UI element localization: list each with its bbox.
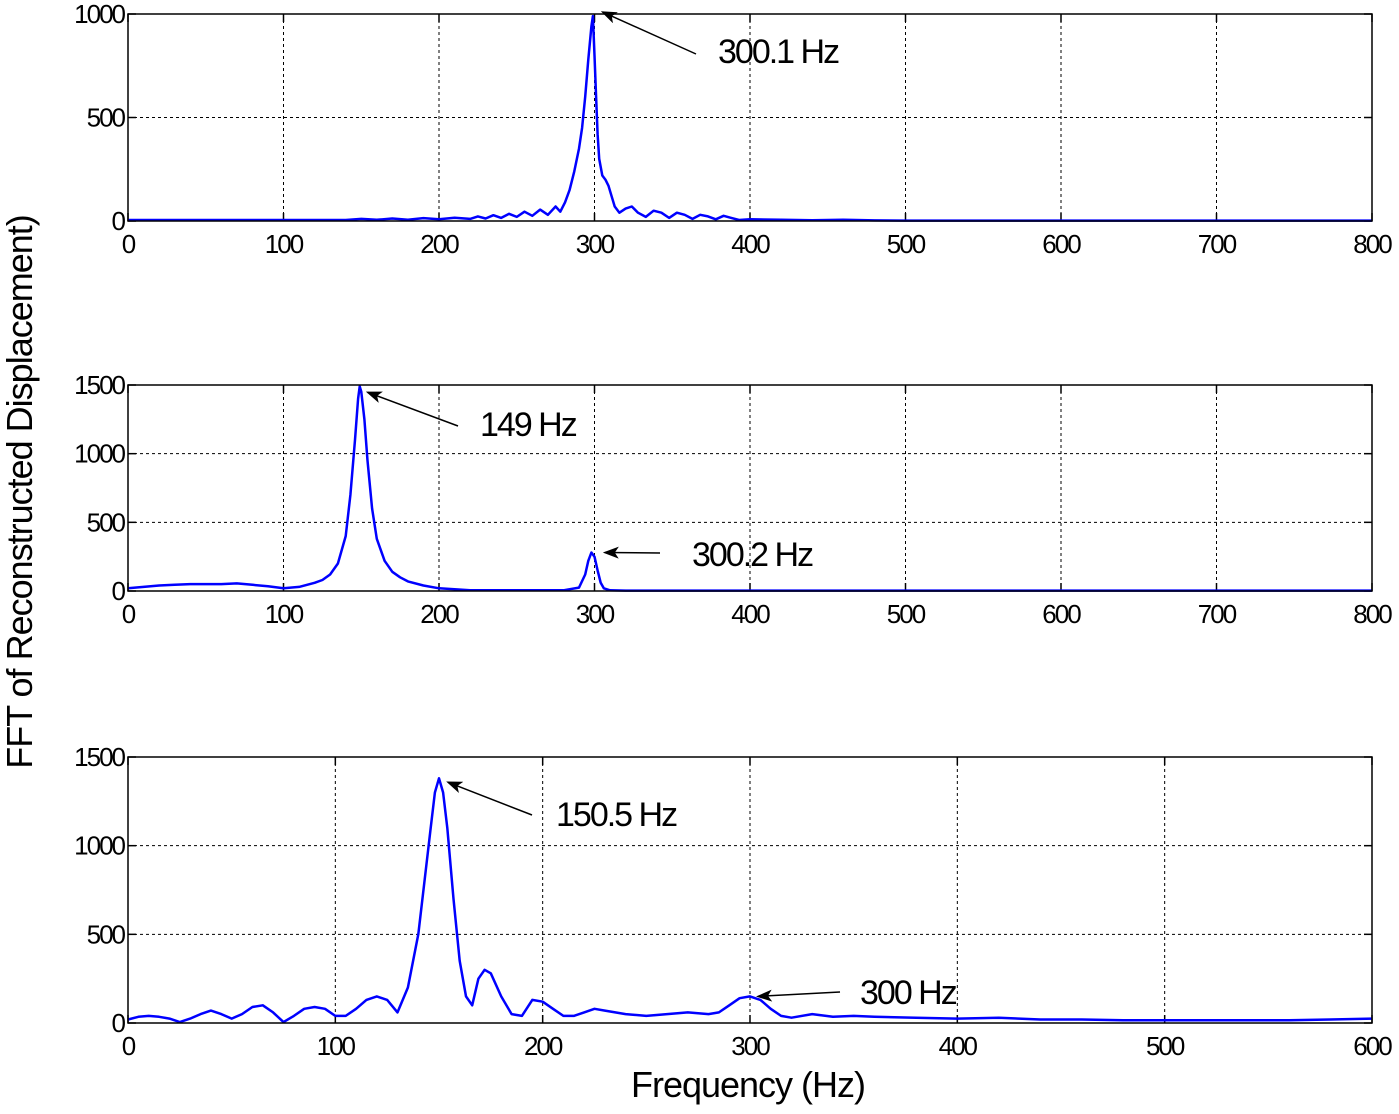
subplot-1-xtick-label-300: 300 xyxy=(576,229,615,259)
subplot-1-xtick-label-400: 400 xyxy=(731,229,770,259)
subplot-1-ytick-label-1000: 1000 xyxy=(74,0,125,29)
subplot-3-xtick-label-200: 200 xyxy=(524,1031,563,1061)
subplot-2-xtick-label-200: 200 xyxy=(420,599,459,629)
subplot-2-xtick-label-400: 400 xyxy=(731,599,770,629)
subplot-1-xtick-label-800: 800 xyxy=(1353,229,1392,259)
subplot-2-xtick-label-100: 100 xyxy=(265,599,304,629)
subplot-2-ytick-label-1000: 1000 xyxy=(74,439,125,469)
subplot-2-xtick-label-300: 300 xyxy=(576,599,615,629)
subplot-2-xtick-label-800: 800 xyxy=(1353,599,1392,629)
subplot-3-xtick-label-500: 500 xyxy=(1146,1031,1185,1061)
subplot-1-xtick-label-200: 200 xyxy=(420,229,459,259)
figure-xlabel: Frequency (Hz) xyxy=(631,1064,865,1105)
subplot-2-ytick-label-500: 500 xyxy=(87,507,126,537)
subplot-3-annotation-label-1: 150.5 Hz xyxy=(556,796,677,834)
subplot-3-ytick-label-0: 0 xyxy=(112,1008,126,1038)
subplot-3-ytick-label-1000: 1000 xyxy=(74,831,125,861)
subplot-2-xtick-label-600: 600 xyxy=(1042,599,1081,629)
subplot-1-xtick-label-500: 500 xyxy=(887,229,926,259)
subplot-2-ytick-label-0: 0 xyxy=(112,576,126,606)
subplot-3-xtick-label-600: 600 xyxy=(1353,1031,1392,1061)
subplot-3-ytick-label-500: 500 xyxy=(87,919,126,949)
subplot-1-ytick-label-0: 0 xyxy=(112,206,126,236)
subplot-2-xtick-label-700: 700 xyxy=(1198,599,1237,629)
subplot-3-xtick-label-300: 300 xyxy=(731,1031,770,1061)
subplot-3-xtick-label-100: 100 xyxy=(317,1031,356,1061)
subplot-1-xtick-label-700: 700 xyxy=(1198,229,1237,259)
subplot-1-xtick-label-600: 600 xyxy=(1042,229,1081,259)
figure-ylabel: FFT of Reconstructed Displacement) xyxy=(0,215,40,769)
subplot-3-ytick-label-1500: 1500 xyxy=(74,742,125,772)
subplot-2-annotation-label-1: 149 Hz xyxy=(480,406,577,444)
subplot-3-xtick-label-400: 400 xyxy=(939,1031,978,1061)
subplot-3-annotation-label-2: 300 Hz xyxy=(860,974,957,1012)
subplot-2-annotation-label-2: 300.2 Hz xyxy=(692,536,813,574)
subplot-1-xtick-label-100: 100 xyxy=(265,229,304,259)
subplot-2-ytick-label-1500: 1500 xyxy=(74,370,125,400)
subplot-1-annotation-label-1: 300.1 Hz xyxy=(718,33,839,71)
subplot-2-xtick-label-500: 500 xyxy=(887,599,926,629)
subplot-1-ytick-label-500: 500 xyxy=(87,103,126,133)
